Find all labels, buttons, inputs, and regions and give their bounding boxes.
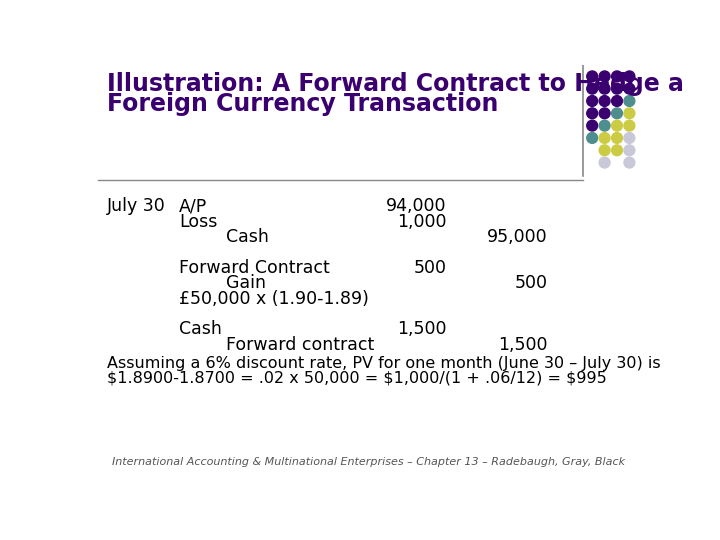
Text: 95,000: 95,000 xyxy=(487,228,547,246)
Circle shape xyxy=(611,83,622,94)
Text: 500: 500 xyxy=(514,274,547,292)
Text: Forward Contract: Forward Contract xyxy=(179,259,330,277)
Text: Gain: Gain xyxy=(225,274,266,292)
Circle shape xyxy=(587,71,598,82)
Circle shape xyxy=(599,132,610,143)
Circle shape xyxy=(587,108,598,119)
Text: Cash: Cash xyxy=(179,320,222,339)
Circle shape xyxy=(624,108,635,119)
Text: Illustration: A Forward Contract to Hedge a: Illustration: A Forward Contract to Hedg… xyxy=(107,72,684,97)
Text: Forward contract: Forward contract xyxy=(225,336,374,354)
Text: $1.8900-1.8700 = .02 x 50,000 = $1,000/(1 + .06/12) = $995: $1.8900-1.8700 = .02 x 50,000 = $1,000/(… xyxy=(107,370,607,386)
Circle shape xyxy=(587,96,598,106)
Text: 1,500: 1,500 xyxy=(498,336,547,354)
Text: Loss: Loss xyxy=(179,213,217,231)
Circle shape xyxy=(624,145,635,156)
Text: 94,000: 94,000 xyxy=(386,197,446,215)
Circle shape xyxy=(599,71,610,82)
Text: 500: 500 xyxy=(413,259,446,277)
Text: £50,000 x (1.90-1.89): £50,000 x (1.90-1.89) xyxy=(179,289,369,308)
Text: 1,000: 1,000 xyxy=(397,213,446,231)
Circle shape xyxy=(611,132,622,143)
Circle shape xyxy=(587,132,598,143)
Circle shape xyxy=(587,120,598,131)
Circle shape xyxy=(611,96,622,106)
Text: Foreign Currency Transaction: Foreign Currency Transaction xyxy=(107,92,498,116)
Circle shape xyxy=(624,132,635,143)
Text: 1,500: 1,500 xyxy=(397,320,446,339)
Text: A/P: A/P xyxy=(179,197,207,215)
Circle shape xyxy=(611,145,622,156)
Circle shape xyxy=(599,83,610,94)
Circle shape xyxy=(599,108,610,119)
Circle shape xyxy=(611,71,622,82)
Circle shape xyxy=(624,157,635,168)
Circle shape xyxy=(599,157,610,168)
Circle shape xyxy=(624,71,635,82)
Circle shape xyxy=(599,145,610,156)
Circle shape xyxy=(624,96,635,106)
Circle shape xyxy=(599,120,610,131)
Text: Assuming a 6% discount rate, PV for one month (June 30 – July 30) is: Assuming a 6% discount rate, PV for one … xyxy=(107,356,661,371)
Circle shape xyxy=(587,83,598,94)
Circle shape xyxy=(624,120,635,131)
Circle shape xyxy=(611,108,622,119)
Text: Cash: Cash xyxy=(225,228,269,246)
Text: International Accounting & Multinational Enterprises – Chapter 13 – Radebaugh, G: International Accounting & Multinational… xyxy=(112,457,626,467)
Text: July 30: July 30 xyxy=(107,197,166,215)
Circle shape xyxy=(611,120,622,131)
Circle shape xyxy=(624,83,635,94)
Circle shape xyxy=(599,96,610,106)
